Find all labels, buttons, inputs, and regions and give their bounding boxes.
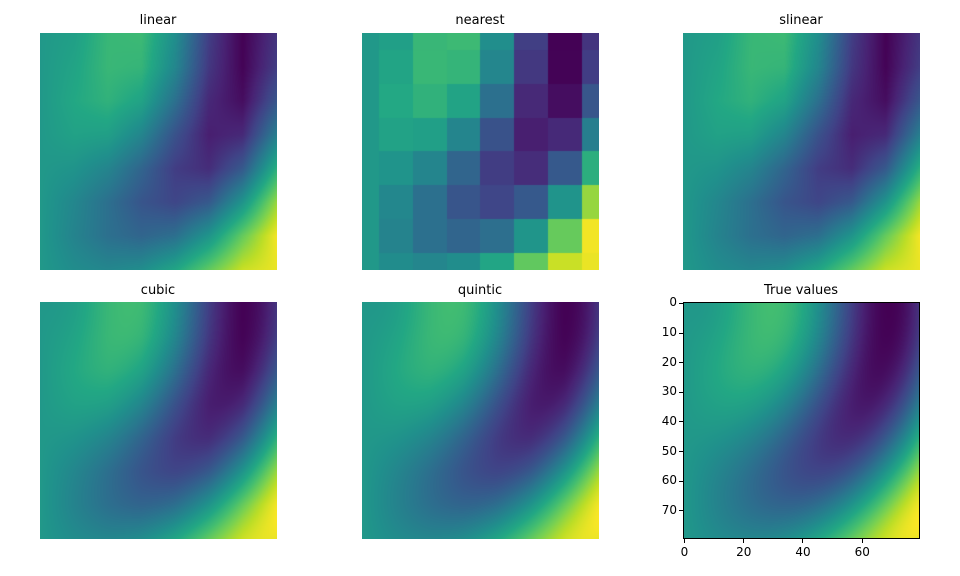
x-tick xyxy=(743,539,745,543)
y-tick xyxy=(679,480,683,482)
subplot-title: cubic xyxy=(140,283,176,298)
heatmap-image xyxy=(362,302,599,539)
y-tick-label: 30 xyxy=(661,384,677,399)
x-tick-label: 40 xyxy=(795,545,811,559)
heatmap-image xyxy=(362,33,599,270)
x-tick-label: 60 xyxy=(854,545,870,559)
y-tick xyxy=(679,302,683,304)
x-tick-label: 20 xyxy=(736,545,752,559)
heatmap-image xyxy=(40,302,277,539)
y-tick-label: 50 xyxy=(661,443,677,458)
subplot-title: True values xyxy=(763,283,839,298)
y-tick-label: 40 xyxy=(661,413,677,428)
subplot-title: nearest xyxy=(455,13,505,28)
subplot-title: quintic xyxy=(457,283,503,298)
y-tick xyxy=(679,391,683,393)
y-tick xyxy=(679,451,683,453)
y-tick-label: 10 xyxy=(661,325,677,340)
heatmap-image xyxy=(683,302,920,539)
subplot-title: slinear xyxy=(779,13,823,28)
x-tick xyxy=(683,539,685,543)
x-tick xyxy=(861,539,863,543)
y-tick-label: 70 xyxy=(661,502,677,517)
y-tick-label: 20 xyxy=(661,354,677,369)
y-tick xyxy=(679,421,683,423)
x-tick-label: 0 xyxy=(680,545,689,559)
x-tick xyxy=(802,539,804,543)
heatmap-image xyxy=(683,33,920,270)
y-tick-label: 0 xyxy=(669,295,677,310)
heatmap-image xyxy=(40,33,277,270)
y-tick xyxy=(679,362,683,364)
y-tick-label: 60 xyxy=(661,473,677,488)
y-tick xyxy=(679,332,683,334)
subplot-title: linear xyxy=(139,13,177,28)
y-tick xyxy=(679,510,683,512)
